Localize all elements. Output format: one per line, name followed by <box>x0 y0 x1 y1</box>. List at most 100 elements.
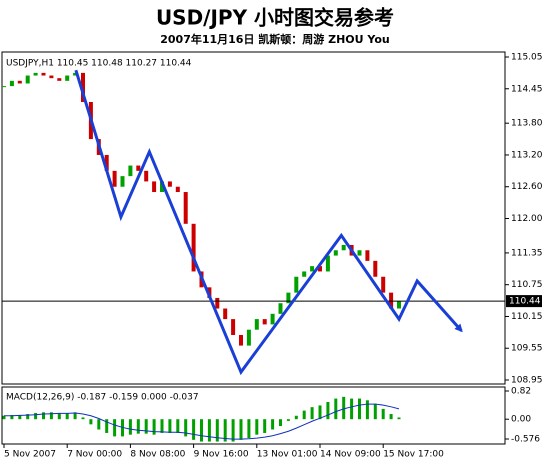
candle <box>144 170 149 182</box>
macd-bar <box>263 419 267 433</box>
candle <box>246 329 251 346</box>
x-tick-label: 5 Nov 2007 <box>4 450 56 460</box>
macd-bar <box>144 419 148 434</box>
chart-title: USD/JPY 小时图交易参考 <box>156 6 394 30</box>
candle <box>389 292 394 309</box>
signal-line <box>4 403 400 440</box>
macd-label: MACD(12,26,9) -0.187 -0.159 0.000 -0.037 <box>6 393 199 403</box>
candle <box>167 181 172 187</box>
candle <box>254 319 259 330</box>
candle <box>223 308 228 320</box>
macd-bar <box>136 419 140 434</box>
macd-bar <box>255 419 259 435</box>
macd-bar <box>192 419 196 440</box>
x-tick-label: 7 Nov 00:00 <box>67 450 122 460</box>
y-tick-label: 108.95 <box>511 376 543 386</box>
y-tick-label: 0.00 <box>511 415 531 425</box>
macd-bar <box>34 413 38 420</box>
y-tick-label: 112.00 <box>511 214 543 224</box>
macd-bar <box>279 419 282 427</box>
y-tick-label: 0.82 <box>511 387 531 397</box>
macd-bar <box>334 398 338 420</box>
candle <box>215 297 220 309</box>
macd-bar <box>152 419 156 435</box>
macd-bar <box>57 413 61 420</box>
candle <box>33 72 38 76</box>
macd-bar <box>358 398 361 420</box>
last-price-box <box>506 295 542 308</box>
candle <box>112 170 117 187</box>
macd-bar <box>223 419 227 442</box>
macd-bar <box>113 419 117 437</box>
macd-bar <box>247 419 251 439</box>
x-tick-label: 8 Nov 08:00 <box>130 450 185 460</box>
macd-bar <box>215 419 219 442</box>
candle <box>231 319 236 335</box>
candle <box>325 255 330 272</box>
candle <box>9 80 14 87</box>
price-panel <box>1 51 506 385</box>
candle <box>239 334 243 346</box>
macd-bar <box>42 412 45 420</box>
candle <box>65 75 70 81</box>
candle <box>128 165 133 177</box>
macd-bar <box>389 414 393 420</box>
trend-zigzag <box>74 69 463 376</box>
candle <box>41 72 46 76</box>
macd-bar <box>184 419 188 437</box>
macd-bar <box>365 400 369 420</box>
y-tick-label: 112.60 <box>511 182 543 192</box>
candle <box>57 78 62 81</box>
candle <box>2 86 6 88</box>
candle <box>381 276 386 293</box>
y-tick-label: 113.80 <box>511 119 543 129</box>
x-tick-label: 14 Nov 09:00 <box>320 450 381 460</box>
macd-bar <box>294 415 298 420</box>
candle <box>357 250 362 256</box>
macd-bar <box>326 402 330 420</box>
x-tick-label: 13 Nov 01:00 <box>257 450 318 460</box>
macd-bar <box>18 415 22 420</box>
macd-bar <box>73 412 77 420</box>
macd-bar <box>271 419 275 430</box>
macd-bar <box>128 419 132 435</box>
candle <box>302 271 307 277</box>
macd-bar <box>97 419 101 430</box>
y-tick-label: 110.75 <box>511 280 543 290</box>
macd-bar <box>318 405 322 420</box>
candle <box>341 244 346 251</box>
x-tick-label: 9 Nov 16:00 <box>194 450 249 460</box>
macd-bar <box>200 419 203 442</box>
candle <box>310 266 315 272</box>
candle <box>191 223 196 272</box>
candle <box>183 192 188 224</box>
candle <box>73 72 78 76</box>
candle <box>365 250 370 261</box>
macd-bar <box>81 417 85 420</box>
y-tick-label: 115.05 <box>511 53 543 63</box>
macd-bar <box>105 419 109 433</box>
candle <box>136 165 141 171</box>
macd-bar <box>26 414 30 420</box>
macd-bar <box>168 419 172 433</box>
macd-bar <box>310 407 314 420</box>
macd-bar <box>49 412 53 420</box>
candle <box>152 181 157 193</box>
macd-panel <box>1 386 506 445</box>
candle <box>104 154 109 171</box>
y-tick-label: 111.35 <box>511 248 543 258</box>
candle <box>120 176 125 187</box>
y-tick-label: -0.576 <box>511 435 540 445</box>
macd-bar <box>2 415 6 420</box>
candle <box>160 181 164 193</box>
candle <box>286 292 291 304</box>
macd-bar <box>207 419 211 442</box>
candle <box>373 260 378 277</box>
macd-bar <box>231 419 235 442</box>
candle <box>270 313 275 325</box>
candle <box>49 75 54 79</box>
candle <box>333 250 338 256</box>
macd-bar <box>160 419 164 433</box>
